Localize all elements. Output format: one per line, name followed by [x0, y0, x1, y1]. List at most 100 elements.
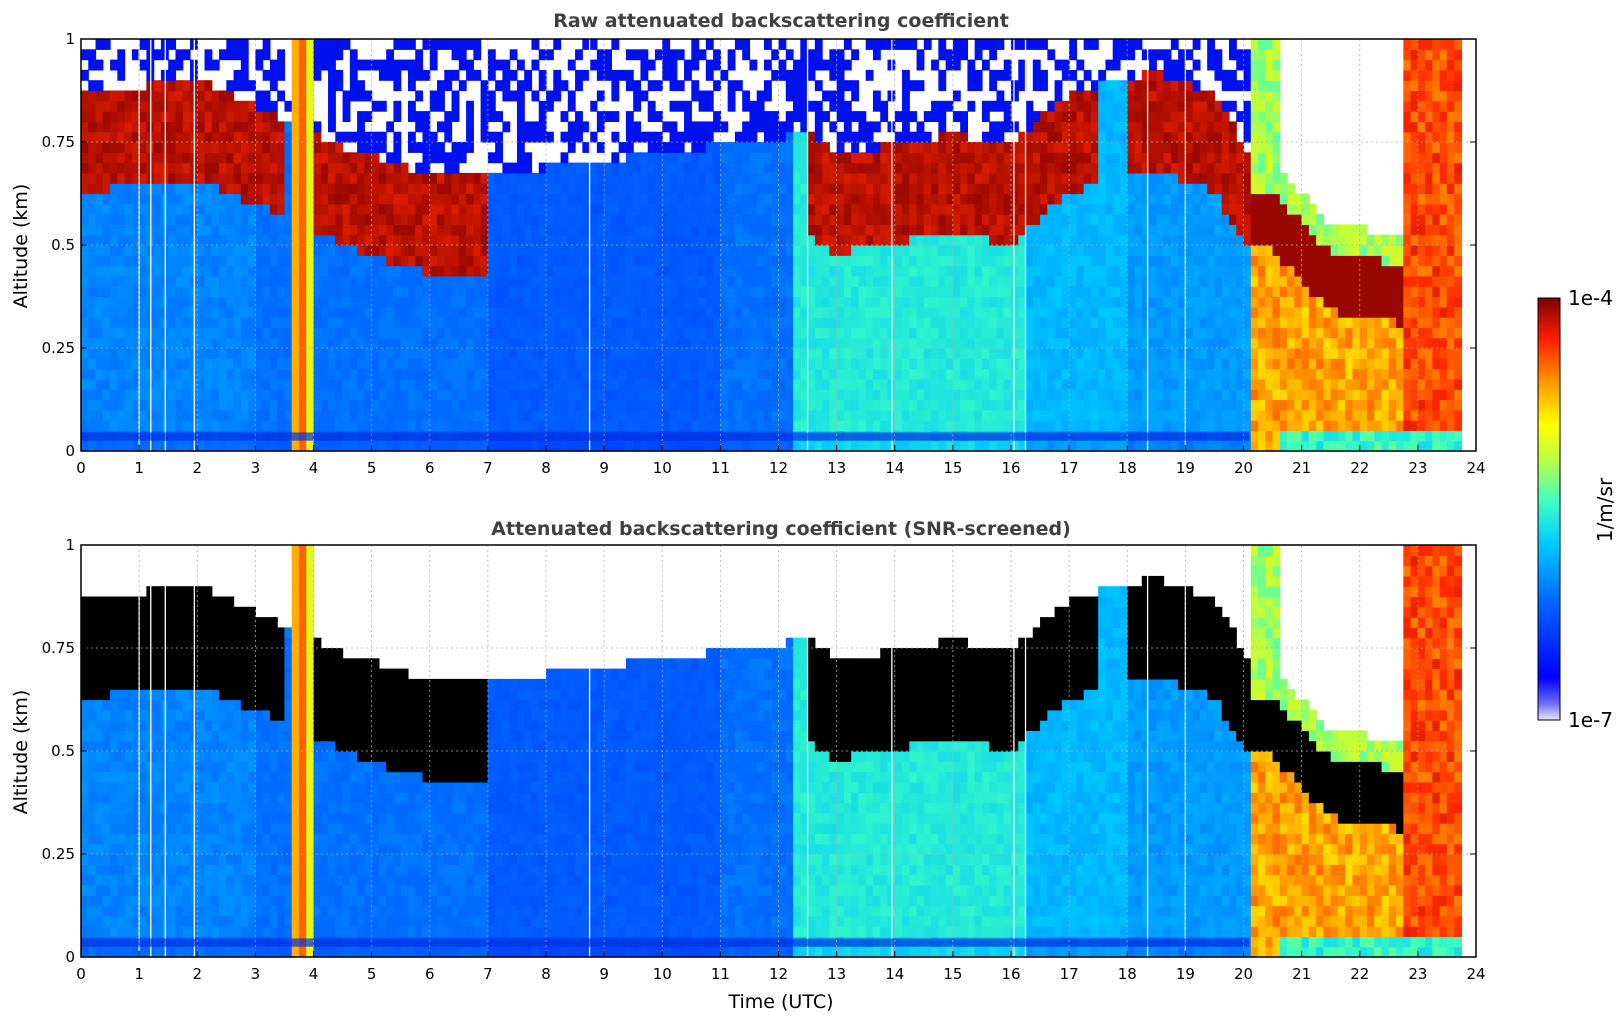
- raw-heat-cell: [669, 368, 678, 380]
- raw-heat-cell: [618, 172, 627, 184]
- raw-heat-cell: [713, 275, 721, 287]
- raw-heat-cell: [458, 152, 467, 164]
- raw-heat-cell: [1090, 224, 1099, 236]
- raw-heat-cell: [814, 296, 823, 308]
- raw-heat-cell: [669, 183, 678, 195]
- raw-heat-cell: [923, 348, 932, 359]
- raw-heat-cell: [88, 80, 97, 92]
- raw-heat-cell: [1061, 203, 1070, 215]
- raw-heat-cell: [916, 409, 925, 421]
- raw-heat-cell: [698, 203, 707, 215]
- raw-heat-cell: [1061, 296, 1070, 308]
- raw-heat-cell: [1083, 275, 1092, 287]
- raw-heat-cell: [705, 399, 714, 411]
- raw-heat-cell: [604, 49, 612, 61]
- raw-heat-cell: [233, 389, 242, 401]
- raw-heat-cell: [480, 296, 489, 308]
- raw-heat-cell: [429, 131, 438, 143]
- raw-heat-cell: [102, 234, 111, 246]
- raw-heat-cell: [168, 348, 177, 359]
- raw-heat-cell: [865, 420, 874, 431]
- raw-heat-cell: [378, 265, 387, 277]
- raw-heat-cell: [596, 440, 605, 452]
- raw-heat-cell: [306, 100, 315, 112]
- raw-heat-cell: [1047, 378, 1056, 390]
- raw-heat-cell: [110, 358, 118, 370]
- raw-heat-cell: [175, 111, 184, 122]
- raw-heat-cell: [909, 193, 918, 205]
- raw-heat-cell: [778, 337, 787, 349]
- raw-heat-cell: [843, 172, 852, 184]
- raw-heat-cell: [676, 162, 685, 174]
- raw-heat-cell: [633, 80, 642, 92]
- raw-heat-cell: [909, 358, 918, 370]
- raw-heat-cell: [800, 409, 809, 421]
- raw-heat-cell: [102, 378, 111, 390]
- raw-heat-cell: [713, 245, 721, 256]
- raw-heat-cell: [349, 172, 358, 184]
- raw-heat-cell: [836, 368, 845, 380]
- raw-heat-cell: [335, 275, 344, 287]
- raw-heat-cell: [654, 203, 663, 215]
- raw-heat-cell: [785, 214, 794, 225]
- raw-heat-cell: [872, 39, 881, 50]
- raw-heat-cell: [625, 409, 634, 421]
- raw-heat-cell: [981, 358, 990, 370]
- raw-heat-cell: [909, 409, 918, 421]
- raw-heat-cell: [342, 317, 351, 328]
- raw-heat-cell: [800, 172, 809, 184]
- raw-heat-cell: [1040, 193, 1048, 205]
- raw-heat-cell: [814, 100, 823, 112]
- raw-heat-cell: [378, 327, 387, 339]
- raw-heat-cell: [756, 420, 765, 431]
- raw-heat-cell: [763, 337, 772, 349]
- raw-heat-cell: [516, 358, 525, 370]
- raw-heat-cell: [851, 327, 860, 339]
- raw-heat-cell: [364, 409, 373, 421]
- raw-heat-cell: [836, 214, 845, 225]
- raw-heat-cell: [1011, 183, 1019, 195]
- raw-heat-cell: [567, 193, 576, 205]
- raw-heat-cell: [952, 49, 961, 61]
- raw-heat-cell: [102, 142, 111, 153]
- raw-heat-cell: [531, 409, 540, 421]
- raw-heat-cell: [836, 152, 845, 164]
- raw-heat-cell: [328, 90, 336, 102]
- raw-heat-cell: [509, 224, 518, 236]
- raw-heat-cell: [357, 286, 365, 298]
- raw-heat-cell: [117, 420, 126, 431]
- raw-heat-cell: [981, 275, 990, 287]
- raw-heat-cell: [255, 358, 264, 370]
- raw-heat-cell: [437, 409, 445, 421]
- raw-heat-cell: [1025, 348, 1034, 359]
- raw-heat-cell: [1025, 337, 1034, 349]
- raw-heat-cell: [836, 80, 845, 92]
- raw-heat-cell: [1061, 420, 1070, 431]
- raw-heat-cell: [858, 214, 867, 225]
- raw-heat-cell: [989, 337, 998, 349]
- raw-heat-cell: [117, 255, 126, 267]
- raw-heat-cell: [415, 306, 424, 318]
- raw-heat-cell: [393, 203, 402, 215]
- raw-heat-cell: [822, 440, 830, 452]
- raw-heat-cell: [88, 214, 97, 225]
- raw-heat-cell: [291, 224, 300, 236]
- raw-heat-cell: [306, 214, 315, 225]
- raw-heat-cell: [872, 420, 881, 431]
- raw-heat-cell: [865, 162, 874, 174]
- raw-heat-cell: [771, 111, 780, 122]
- raw-heat-cell: [705, 59, 714, 71]
- raw-heat-cell: [1011, 255, 1019, 267]
- raw-heat-cell: [495, 203, 504, 215]
- raw-heat-cell: [691, 409, 700, 421]
- raw-heat-cell: [1061, 265, 1070, 277]
- raw-heat-cell: [124, 337, 133, 349]
- raw-heat-cell: [473, 245, 482, 256]
- raw-heat-cell: [226, 142, 235, 153]
- raw-heat-cell: [277, 337, 286, 349]
- raw-heat-cell: [335, 337, 344, 349]
- raw-heat-cell: [654, 172, 663, 184]
- raw-heat-cell: [139, 131, 147, 143]
- raw-heat-cell: [1018, 183, 1027, 195]
- raw-heat-cell: [429, 296, 438, 308]
